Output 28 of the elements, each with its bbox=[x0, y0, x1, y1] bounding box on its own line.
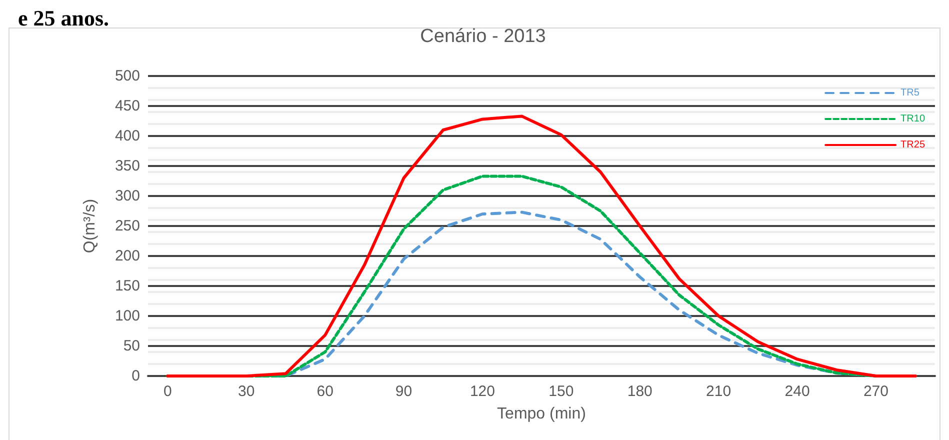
y-tick-label: 50 bbox=[123, 338, 140, 354]
x-tick-label: 270 bbox=[863, 383, 888, 400]
text: TR25 bbox=[900, 140, 926, 150]
x-tick-label: 240 bbox=[784, 383, 810, 400]
y-tick-label: 200 bbox=[114, 248, 140, 264]
y-axis-title: Q(m³/s) bbox=[82, 198, 98, 254]
y-tick-label: 500 bbox=[114, 68, 140, 84]
x-tick-label: 150 bbox=[548, 383, 574, 400]
y-tick-label: 0 bbox=[132, 368, 140, 384]
y-tick-label: 450 bbox=[114, 98, 140, 114]
y-tick-label: 300 bbox=[114, 188, 140, 204]
x-tick-label: 120 bbox=[470, 383, 495, 400]
x-tick-label: 30 bbox=[238, 383, 255, 400]
y-tick-label: 100 bbox=[114, 308, 140, 324]
x-tick-label: 0 bbox=[164, 383, 172, 400]
x-tick-label: 90 bbox=[395, 383, 412, 400]
text: TR10 bbox=[900, 114, 926, 124]
x-tick-label: 180 bbox=[627, 383, 652, 400]
y-tick-label: 350 bbox=[114, 158, 140, 174]
x-tick-label: 210 bbox=[706, 383, 732, 400]
text: e 25 anos. bbox=[18, 6, 110, 30]
x-tick-label: 60 bbox=[316, 383, 334, 400]
y-tick-label: 250 bbox=[114, 218, 140, 234]
chart-title: Cenário - 2013 bbox=[420, 26, 546, 47]
text: TR5 bbox=[900, 88, 920, 98]
x-axis-title: Tempo (min) bbox=[497, 406, 586, 422]
y-tick-label: 400 bbox=[114, 128, 140, 144]
y-tick-label: 150 bbox=[114, 278, 140, 294]
